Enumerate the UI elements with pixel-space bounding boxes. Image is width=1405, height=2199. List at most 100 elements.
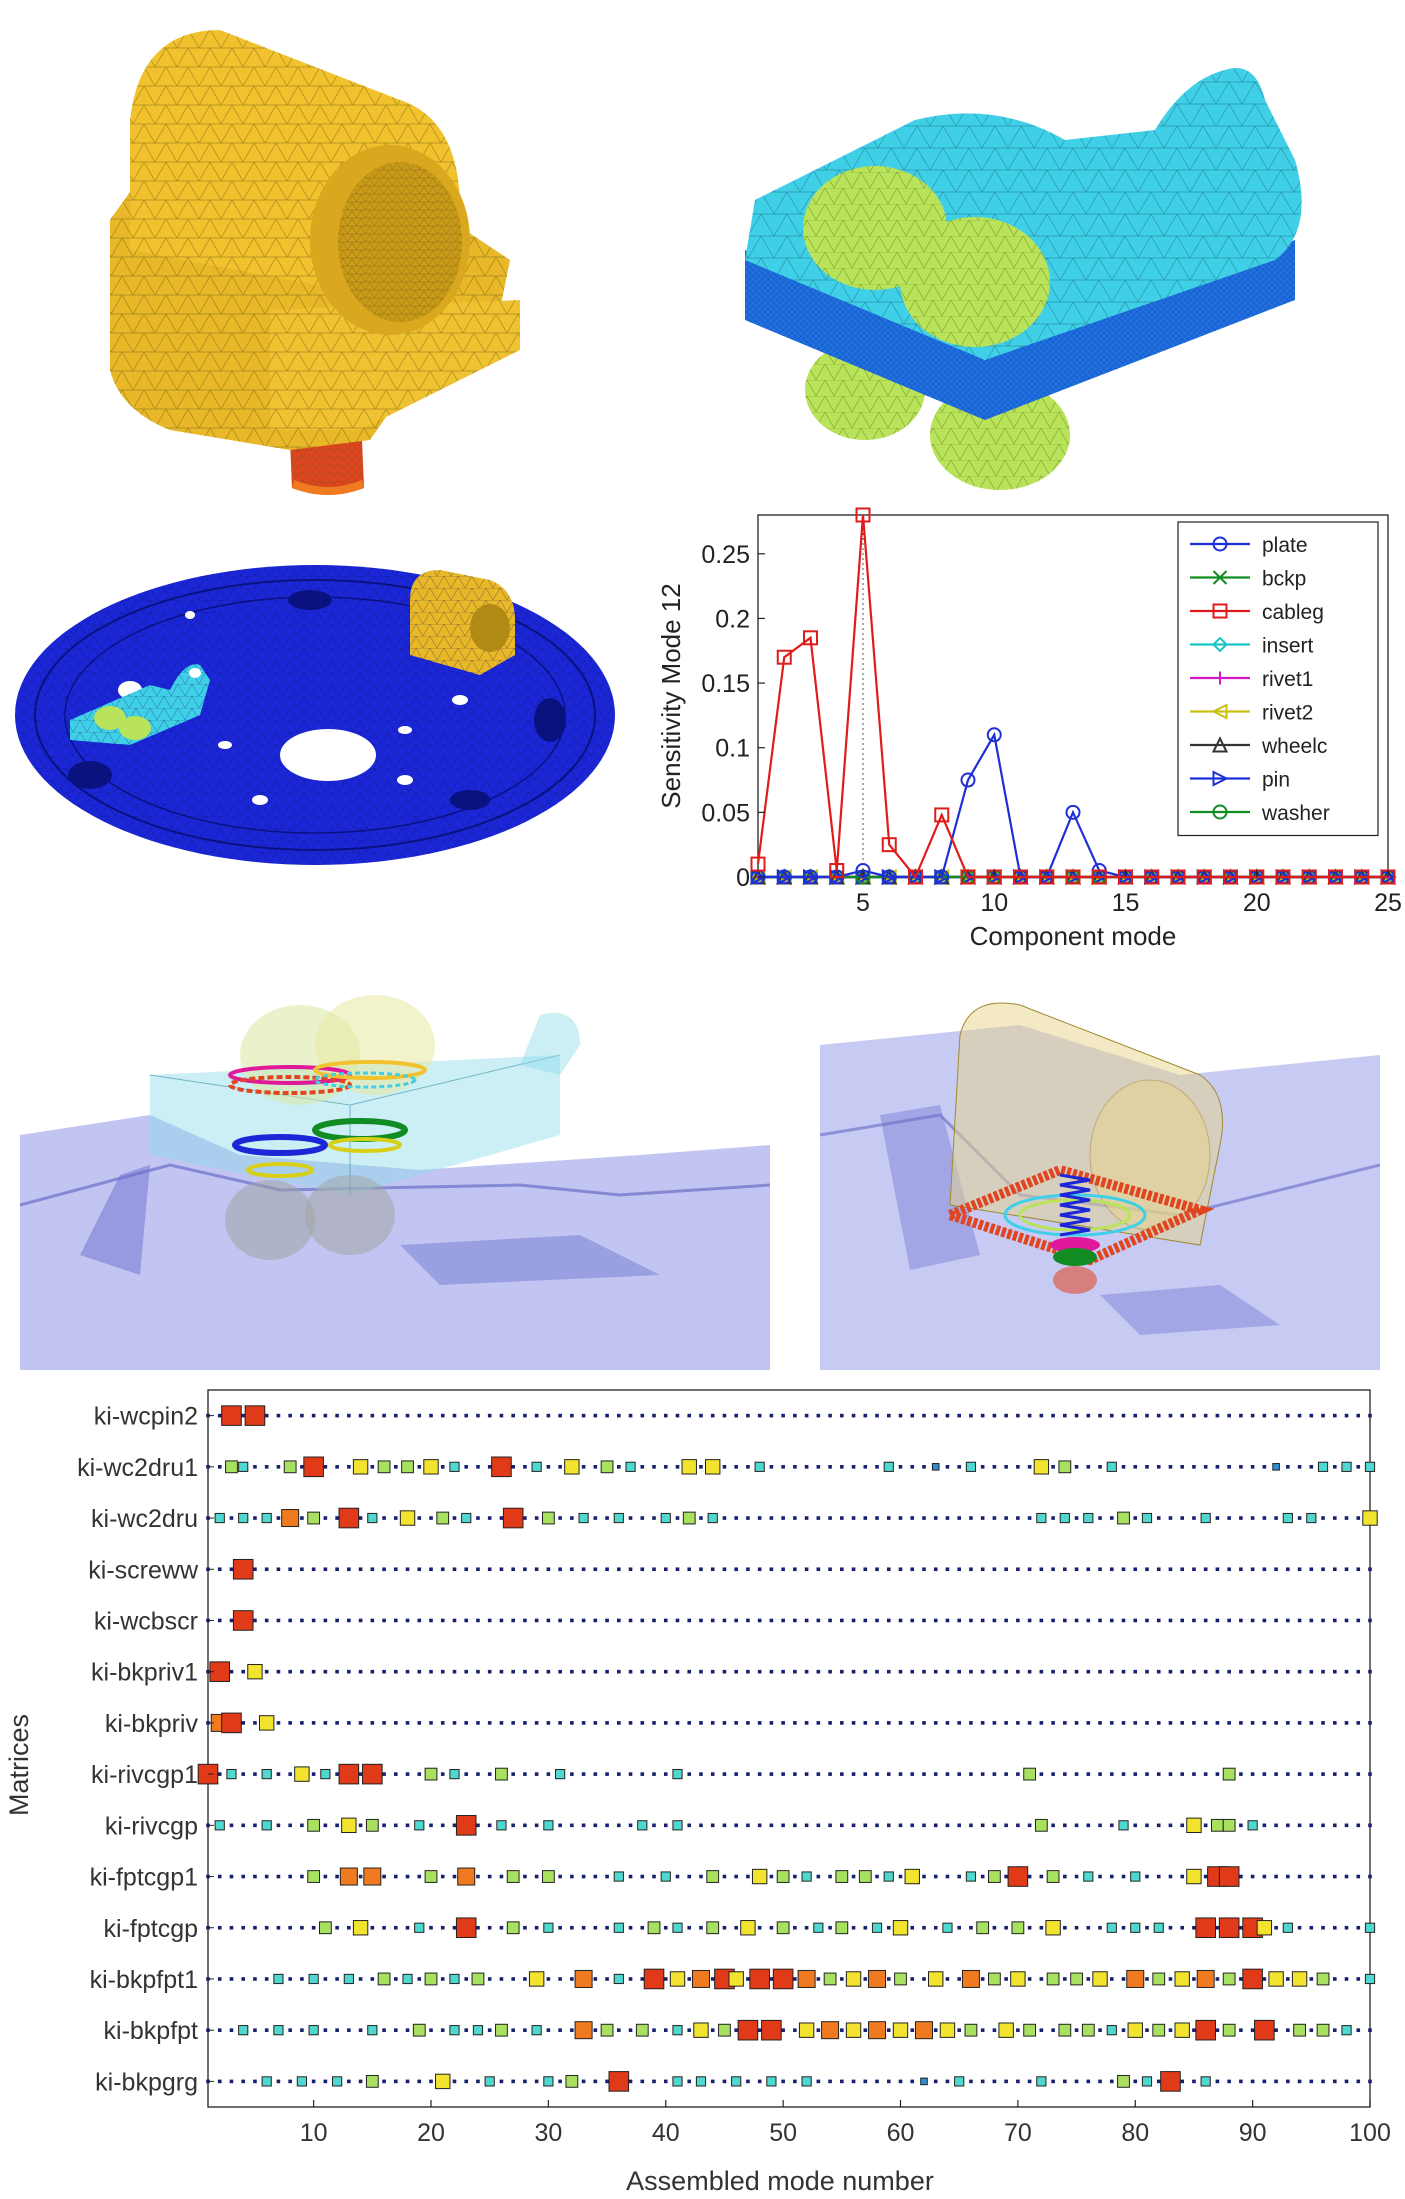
mode-cell-ki-bkpgrg-65 — [954, 2076, 965, 2087]
mode-dot — [875, 1567, 879, 1572]
mode-dot — [828, 1721, 832, 1725]
mode-dot — [1027, 2079, 1032, 2084]
mode-dot — [781, 1772, 785, 1776]
mode-dot — [511, 1823, 515, 1828]
mode-cell-ki-fptcgp1-50 — [776, 1870, 790, 1883]
mode-dot — [910, 1413, 915, 1418]
mode-dot — [699, 1669, 703, 1674]
mode-dot — [828, 1618, 832, 1623]
mode-cell-ki-wc2dru-4 — [238, 1512, 249, 1524]
mode-dot — [523, 1465, 527, 1469]
mode-dot — [347, 1413, 351, 1418]
mode-dot — [1286, 1977, 1290, 1981]
mode-dot — [264, 1977, 269, 1981]
mode-dot — [335, 1413, 339, 1418]
mode-dot — [757, 1413, 762, 1418]
point-cableg-5 — [855, 507, 871, 523]
mode-dot — [804, 1772, 809, 1776]
mode-dot — [558, 1669, 562, 1674]
assembled-xlabel: Assembled mode number — [626, 2166, 934, 2195]
mode-cell-ki-rivcgp-6 — [261, 1820, 272, 1831]
mode-dot — [476, 2079, 480, 2084]
mode-dot — [499, 1721, 504, 1725]
legend-label-rivet2: rivet2 — [1262, 702, 1313, 725]
mode-dot — [1274, 2028, 1278, 2032]
mode-dot — [628, 1669, 633, 1674]
mode-dot — [253, 1823, 257, 1828]
mode-dot — [1074, 1567, 1079, 1572]
mode-dot — [241, 2079, 246, 2084]
mode-dot — [311, 1567, 316, 1572]
mode-cell-ki-wc2dru-86 — [1200, 1512, 1211, 1524]
mode-dot — [335, 1669, 339, 1674]
mode-dot — [558, 2028, 562, 2032]
mode-dot — [1368, 1669, 1372, 1674]
mode-cell-ki-rivcgp-87 — [1211, 1818, 1224, 1832]
mode-dot — [546, 1977, 551, 1981]
mode-dot — [1309, 1874, 1314, 1879]
mode-cell-ki-fptcgp-27 — [506, 1921, 520, 1935]
mode-dot — [1239, 1465, 1243, 1469]
mode-dot — [605, 1413, 609, 1418]
mode-dot — [229, 2079, 234, 2084]
mode-cell-ki-wc2dru1-42 — [681, 1459, 697, 1475]
mode-dot — [945, 1977, 950, 1981]
mode-dot — [1051, 2079, 1055, 2084]
mode-dot — [1215, 1465, 1220, 1469]
mode-dot — [523, 1977, 527, 1981]
mode-dot — [241, 1925, 246, 1930]
mode-dot — [957, 2028, 961, 2032]
mode-dot — [300, 1516, 304, 1520]
mode-dot — [1203, 1669, 1208, 1674]
mode-dot — [945, 2079, 950, 2084]
mode-dot — [933, 1516, 938, 1520]
mode-dot — [1156, 1618, 1161, 1623]
mode-dot — [722, 1925, 727, 1930]
mode-dot — [570, 1874, 574, 1879]
mode-dot — [957, 1618, 961, 1623]
mode-dot — [886, 1977, 891, 1981]
point-cableg-4 — [829, 863, 845, 879]
mode-dot — [311, 1721, 316, 1725]
mode-cell-ki-wc2dru1-4 — [238, 1461, 249, 1472]
mode-dot — [370, 1721, 375, 1725]
mode-dot — [1250, 1567, 1255, 1572]
mode-dot — [793, 1618, 797, 1623]
point-cableg-9 — [960, 869, 976, 885]
mode-dot — [1074, 1721, 1079, 1725]
legend-label-insert: insert — [1262, 635, 1314, 658]
mode-dot — [217, 2028, 222, 2032]
mode-dot — [1250, 1413, 1255, 1418]
mode-dot — [382, 1618, 386, 1623]
mode-dot — [746, 1669, 750, 1674]
mode-cell-ki-bkpfpt-60 — [892, 2022, 909, 2038]
mode-dot — [241, 1669, 246, 1674]
mode-dot — [382, 1823, 386, 1828]
mode-dot — [652, 2079, 656, 2084]
mode-dot — [288, 1669, 292, 1674]
mode-dot — [229, 1874, 234, 1879]
mode-dot — [675, 1721, 680, 1725]
mode-dot — [1027, 1618, 1032, 1623]
mode-dot — [1074, 1823, 1079, 1828]
mode-dot — [652, 1772, 656, 1776]
point-cableg-17 — [1170, 869, 1186, 885]
mode-dot — [1027, 1413, 1032, 1418]
mode-dot — [323, 1618, 328, 1623]
mode-dot — [922, 1413, 926, 1418]
mode-dot — [1227, 1413, 1231, 1418]
mode-dot — [1356, 1618, 1361, 1623]
mode-dot — [264, 1465, 269, 1469]
mode-dot — [1027, 1721, 1032, 1725]
mode-dot — [300, 1721, 304, 1725]
mode-cell-ki-bkpfpt-29 — [531, 2025, 542, 2036]
mode-dot — [300, 2028, 304, 2032]
mode-dot — [323, 1669, 328, 1674]
mode-dot — [863, 1772, 868, 1776]
mode-dot — [476, 1516, 480, 1520]
mode-dot — [1368, 1823, 1372, 1828]
mode-dot — [382, 1925, 386, 1930]
mode-cell-ki-rivcgp-72 — [1034, 1818, 1048, 1832]
mode-dot — [1274, 2079, 1278, 2084]
mode-cell-ki-bkpfpt-35 — [600, 2023, 614, 2037]
